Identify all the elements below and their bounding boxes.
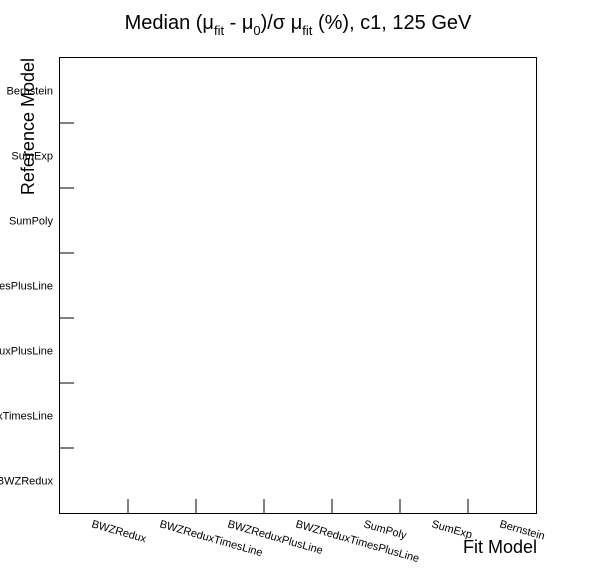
y-axis-ticks: [60, 122, 74, 449]
y-tick-label: BWZRedux: [0, 476, 53, 488]
y-axis-label: Reference Model: [18, 58, 38, 195]
x-axis-label: Fit Model: [463, 537, 537, 557]
chart-title: Median (μfit - μ0)/σ μfit (%), c1, 125 G…: [125, 12, 472, 38]
x-axis-ticks: [127, 499, 469, 513]
y-tick-label: SumPoly: [9, 216, 54, 228]
x-tick-label: BWZRedux: [90, 518, 148, 545]
y-axis-tick-labels: BWZRedux BWZReduxTimesLine BWZReduxPlusLin…: [0, 86, 53, 488]
y-tick-label: BWZReduxTimesPlusLine: [0, 281, 53, 293]
y-tick-label: BWZReduxTimesLine: [0, 411, 53, 423]
plot-frame: [59, 57, 537, 514]
y-tick-label: SumExp: [11, 151, 53, 163]
y-tick-label: BWZReduxPlusLine: [0, 346, 53, 358]
y-tick-label: Bernstein: [7, 86, 53, 98]
